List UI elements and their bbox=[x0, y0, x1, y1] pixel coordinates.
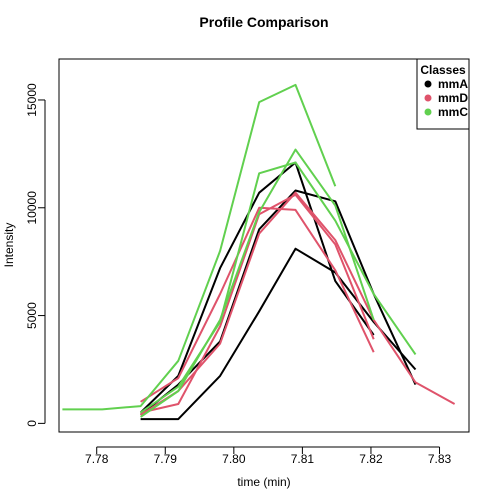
series-line-mmD-5 bbox=[140, 206, 375, 403]
x-tick-label-1: 7.79 bbox=[154, 452, 178, 466]
y-axis: 0 5000 10000 15000 bbox=[25, 83, 46, 427]
y-tick-label-2: 10000 bbox=[25, 191, 39, 225]
series-line-mmA-1 bbox=[140, 247, 417, 421]
x-axis: 7.78 7.79 7.80 7.81 7.82 7.83 bbox=[85, 446, 452, 466]
series-line-mmD-4 bbox=[140, 191, 456, 416]
legend-marker-mmD bbox=[424, 94, 432, 102]
plot-frame bbox=[58, 58, 470, 433]
y-tick-label-3: 15000 bbox=[25, 83, 39, 117]
x-tick-label-3: 7.81 bbox=[291, 452, 315, 466]
series-line-mmA-2 bbox=[139, 161, 375, 414]
legend-title: Classes bbox=[420, 63, 466, 77]
legend-label-mmA: mmA bbox=[438, 77, 468, 91]
series-line-mmC-8 bbox=[140, 161, 417, 414]
x-axis-label: time (min) bbox=[237, 475, 290, 489]
chart-title: Profile Comparison bbox=[199, 14, 328, 30]
legend-marker-mmC bbox=[424, 108, 432, 116]
series-line-mmC-9 bbox=[140, 148, 375, 418]
x-tick-label-4: 7.82 bbox=[359, 452, 383, 466]
y-axis-label: Intensity bbox=[2, 223, 16, 268]
legend-label-mmC: mmC bbox=[438, 105, 468, 119]
y-tick-label-0: 0 bbox=[25, 420, 39, 427]
plot-lines bbox=[62, 83, 456, 421]
legend-marker-mmA bbox=[424, 80, 432, 88]
legend-label-mmD: mmD bbox=[438, 91, 468, 105]
x-tick-label-5: 7.83 bbox=[428, 452, 452, 466]
series-line-mmC-7 bbox=[62, 83, 337, 411]
x-tick-label-2: 7.80 bbox=[222, 452, 246, 466]
legend-box bbox=[416, 58, 470, 130]
x-tick-label-0: 7.78 bbox=[85, 452, 109, 466]
y-tick-label-1: 5000 bbox=[25, 302, 39, 329]
